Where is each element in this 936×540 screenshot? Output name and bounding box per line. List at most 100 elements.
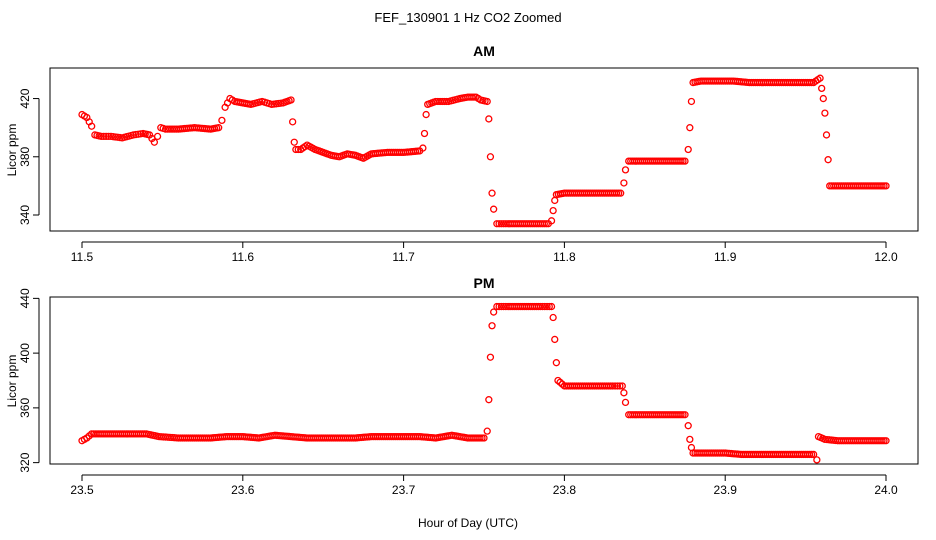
am-data-point [821,109,829,117]
am-data-point [290,138,298,146]
am-x-tick-label: 11.5 [71,250,94,264]
am-y-tick-label: 340 [18,205,32,225]
am-data-point [549,206,557,215]
pm-data-point [483,427,491,435]
am-data-point [215,124,223,132]
am-data-point-fill [442,97,451,106]
x-axis-label: Hour of Day (UTC) [418,516,518,530]
pm-data-point-fill [556,378,564,386]
pm-data-point [547,302,556,311]
pm-y-tick-label: 440 [18,288,32,308]
pm-panel-title: PM [474,275,495,291]
am-x-tick-label: 12.0 [874,250,898,264]
pm-tick-group: 23.5 23.6 23.7 23.8 23.9 24.0 320 360 400 440 [18,288,898,497]
pm-y-tick-label: 360 [18,398,32,418]
pm-x-tick-label: 23.7 [392,483,416,497]
pm-data-point-fill [616,382,624,390]
pm-data-point-fill [611,382,619,390]
pm-data-point-fill [543,302,551,311]
pm-data-point [618,382,626,390]
am-data-point [489,205,498,213]
pm-points [78,302,890,464]
pm-data-point-fill [497,302,506,311]
pm-data-point-fill [495,302,503,311]
pm-x-tick-label: 23.6 [231,483,255,497]
pm-data-point [608,382,617,390]
pm-x-tick-label: 23.5 [70,483,94,497]
pm-data-point-fill [538,302,547,311]
am-data-point [882,182,890,190]
am-data-point [292,145,300,154]
am-data-point [486,153,495,161]
pm-data-point [552,359,561,367]
am-data-point-fill [294,145,302,154]
am-x-tick-label: 11.8 [553,250,576,264]
am-x-tick-label: 11.7 [392,250,415,264]
am-data-point [150,138,159,146]
am-data-point [488,189,496,197]
am-data-point [819,94,827,103]
am-data-point [620,179,628,187]
am-y-tick-label: 420 [18,88,32,108]
pm-data-point [620,389,628,397]
pm-data-point [485,396,493,404]
am-tick-group: 11.5 11.6 11.7 11.8 11.9 12.0 340 380 420 [18,88,898,264]
pm-data-point-fill [541,302,549,311]
am-data-point [617,189,625,197]
figure-title: FEF_130901 1 Hz CO2 Zoomed [374,10,561,25]
pm-y-tick-label: 400 [18,343,32,363]
am-data-point [824,156,832,164]
pm-data-point [493,302,501,311]
am-data-point [483,97,491,106]
pm-data-point [681,411,689,419]
pm-data-point [480,434,488,442]
am-data-point [547,217,556,225]
am-data-point [485,115,493,123]
pm-data-point [551,335,559,344]
pm-panel: PM Licor ppm 23.5 23.6 23.7 23.8 23.9 24.0 320… [5,275,919,497]
pm-y-tick-label: 320 [18,452,32,472]
am-data-point-fill [497,220,506,228]
am-data-point [621,166,630,174]
am-data-point-fill [102,132,110,141]
am-data-point [97,132,105,141]
pm-plot-frame [49,296,919,465]
am-data-point [493,220,501,228]
pm-y-axis-label: Licor ppm [5,355,19,408]
am-y-tick-label: 380 [18,146,32,166]
pm-data-point-fill [613,382,622,390]
am-panel: AM Licor ppm 11.5 11.6 11.7 11.8 11.9 12.0 340… [5,43,919,264]
am-x-tick-label: 11.9 [714,250,737,264]
am-panel-title: AM [473,43,495,59]
am-data-point [687,97,696,106]
pm-data-point [489,308,498,316]
am-data-point [551,196,559,205]
am-data-point-fill [495,220,503,228]
pm-data-point [809,450,818,459]
pm-data-point [882,437,890,445]
am-points [78,74,890,228]
am-data-point [686,124,694,132]
pm-x-tick-label: 23.9 [714,483,738,497]
am-y-axis-label: Licor ppm [5,124,19,177]
pm-data-point [486,353,495,361]
pm-data-point [621,398,630,407]
pm-data-point-fill [558,380,566,388]
am-x-tick-label: 11.6 [232,250,255,264]
am-data-point [87,122,96,130]
am-data-point [422,110,430,119]
pm-data-point [684,422,692,430]
pm-data-point [686,435,694,444]
am-data-point [287,96,295,104]
pm-data-point [554,376,562,385]
am-data-point [420,129,429,138]
am-data-point [822,131,831,139]
am-data-point [681,157,689,165]
pm-data-point [813,456,821,464]
pm-data-point-fill [545,302,553,311]
pm-data-point [536,302,544,311]
am-data-point-fill [104,132,113,141]
pm-data-point [488,322,496,330]
pm-data-point [549,313,557,322]
